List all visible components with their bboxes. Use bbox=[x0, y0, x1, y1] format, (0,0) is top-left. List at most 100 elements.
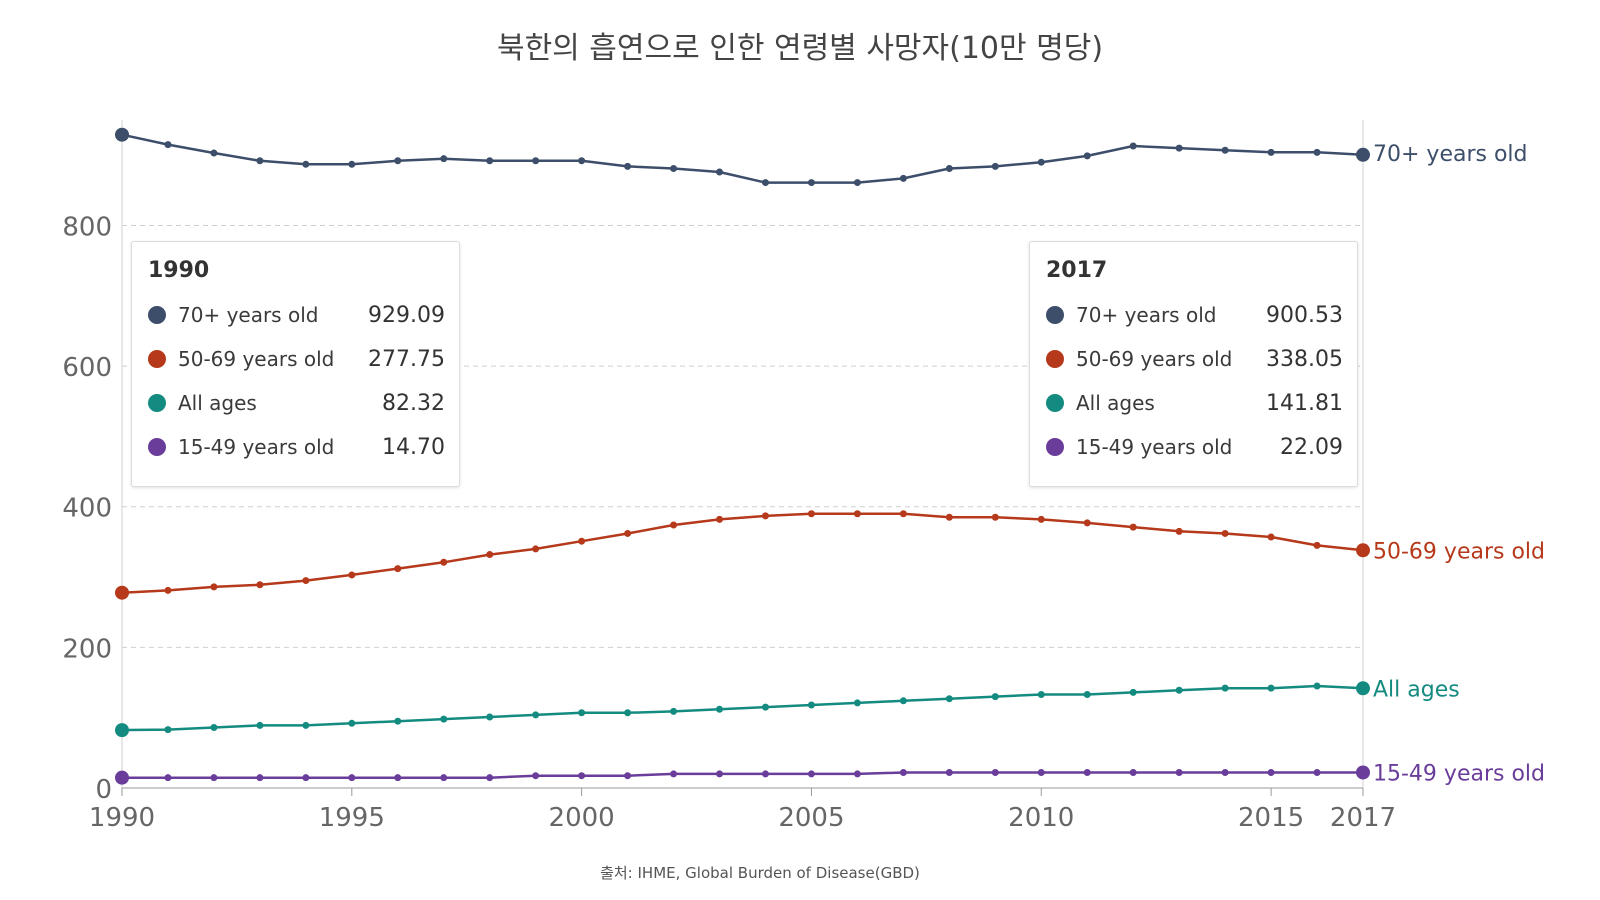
data-point bbox=[945, 695, 953, 703]
x-tick-label: 2017 bbox=[1330, 803, 1396, 833]
data-point bbox=[1083, 519, 1091, 527]
data-point bbox=[115, 770, 129, 785]
x-tick-label: 1990 bbox=[89, 803, 155, 833]
data-point bbox=[348, 774, 356, 782]
data-point bbox=[532, 545, 540, 553]
tooltip-row: 50-69 years old 338.05 bbox=[1046, 337, 1343, 381]
data-point bbox=[761, 770, 769, 778]
x-tick-label: 1995 bbox=[319, 803, 385, 833]
series-line bbox=[121, 133, 1364, 184]
data-point bbox=[624, 772, 632, 780]
data-point bbox=[1221, 146, 1229, 154]
data-point bbox=[1037, 158, 1045, 166]
data-point bbox=[210, 774, 218, 782]
tooltip-value: 900.53 bbox=[1266, 302, 1343, 328]
data-point bbox=[624, 709, 632, 717]
data-point bbox=[210, 724, 218, 732]
y-tick-label: 200 bbox=[62, 634, 112, 664]
tooltip-label: All ages bbox=[1076, 391, 1155, 415]
tooltip-2017: 2017 70+ years old 900.53 50-69 years ol… bbox=[1029, 241, 1358, 487]
data-point bbox=[899, 510, 907, 518]
data-point bbox=[348, 571, 356, 579]
series-end-label: 50-69 years old bbox=[1373, 539, 1545, 564]
data-point bbox=[807, 510, 815, 518]
series-end-label: 70+ years old bbox=[1373, 142, 1528, 167]
data-point bbox=[164, 726, 172, 734]
data-point bbox=[1356, 765, 1370, 780]
data-point bbox=[807, 701, 815, 709]
data-point bbox=[853, 770, 861, 778]
tooltip-row: 70+ years old 929.09 bbox=[148, 293, 445, 337]
source-note: 출처: IHME, Global Burden of Disease(GBD) bbox=[600, 864, 920, 882]
data-point bbox=[440, 774, 448, 782]
tooltip-year: 1990 bbox=[148, 258, 210, 283]
data-point bbox=[164, 141, 172, 149]
data-point bbox=[1037, 769, 1045, 777]
data-point bbox=[578, 157, 586, 165]
data-point bbox=[670, 165, 678, 173]
data-point bbox=[1313, 148, 1321, 156]
tooltip-row: 70+ years old 900.53 bbox=[1046, 293, 1343, 337]
series-layer bbox=[115, 127, 1370, 785]
y-tick-label: 400 bbox=[62, 494, 112, 524]
data-point bbox=[440, 155, 448, 163]
data-point bbox=[670, 770, 678, 778]
series-end-labels: 70+ years old 50-69 years old All ages 15-4… bbox=[1373, 142, 1545, 787]
data-point bbox=[1175, 686, 1183, 694]
data-point bbox=[1083, 769, 1091, 777]
x-tick-label: 2005 bbox=[778, 803, 844, 833]
data-point bbox=[670, 707, 678, 715]
data-point bbox=[256, 774, 264, 782]
data-point bbox=[256, 157, 264, 165]
data-point bbox=[394, 565, 402, 573]
tooltip-row: 15-49 years old 14.70 bbox=[148, 425, 445, 469]
data-point bbox=[210, 583, 218, 591]
data-point bbox=[624, 162, 632, 170]
data-point bbox=[1221, 769, 1229, 777]
data-point bbox=[624, 529, 632, 537]
data-point bbox=[1221, 684, 1229, 692]
x-tick-label: 2015 bbox=[1238, 803, 1304, 833]
series-end-label: 15-49 years old bbox=[1373, 761, 1545, 786]
data-point bbox=[1175, 527, 1183, 535]
data-point bbox=[945, 513, 953, 521]
data-point bbox=[532, 157, 540, 165]
data-point bbox=[991, 162, 999, 170]
series-end-label: All ages bbox=[1373, 677, 1460, 702]
data-point bbox=[899, 697, 907, 705]
data-point bbox=[1313, 769, 1321, 777]
tooltip-value: 929.09 bbox=[368, 302, 445, 328]
data-point bbox=[115, 585, 129, 600]
data-point bbox=[716, 705, 724, 713]
data-point bbox=[716, 770, 724, 778]
data-point bbox=[532, 711, 540, 719]
series-dot-icon bbox=[148, 394, 166, 412]
data-point bbox=[302, 774, 310, 782]
tooltip-row: 50-69 years old 277.75 bbox=[148, 337, 445, 381]
data-point bbox=[1129, 769, 1137, 777]
data-point bbox=[853, 699, 861, 707]
data-point bbox=[1356, 543, 1370, 558]
tooltip-value: 141.81 bbox=[1266, 390, 1343, 416]
x-tick-label: 2010 bbox=[1008, 803, 1074, 833]
series-dot-icon bbox=[1046, 350, 1064, 368]
data-point bbox=[1175, 144, 1183, 152]
series-line bbox=[121, 684, 1364, 732]
tooltip-label: 15-49 years old bbox=[1076, 435, 1233, 459]
tooltip-label: 50-69 years old bbox=[178, 347, 335, 371]
series-dot-icon bbox=[148, 306, 166, 324]
tooltip-value: 82.32 bbox=[382, 390, 445, 416]
data-point bbox=[991, 513, 999, 521]
tooltip-value: 14.70 bbox=[382, 434, 445, 460]
data-point bbox=[1083, 690, 1091, 698]
tooltip-row: All ages 141.81 bbox=[1046, 381, 1343, 425]
data-point bbox=[164, 586, 172, 594]
data-point bbox=[348, 719, 356, 727]
data-point bbox=[1129, 142, 1137, 150]
data-point bbox=[440, 558, 448, 566]
tooltip-label: All ages bbox=[178, 391, 257, 415]
data-point bbox=[164, 774, 172, 782]
data-point bbox=[761, 179, 769, 187]
tooltip-value: 22.09 bbox=[1280, 434, 1343, 460]
